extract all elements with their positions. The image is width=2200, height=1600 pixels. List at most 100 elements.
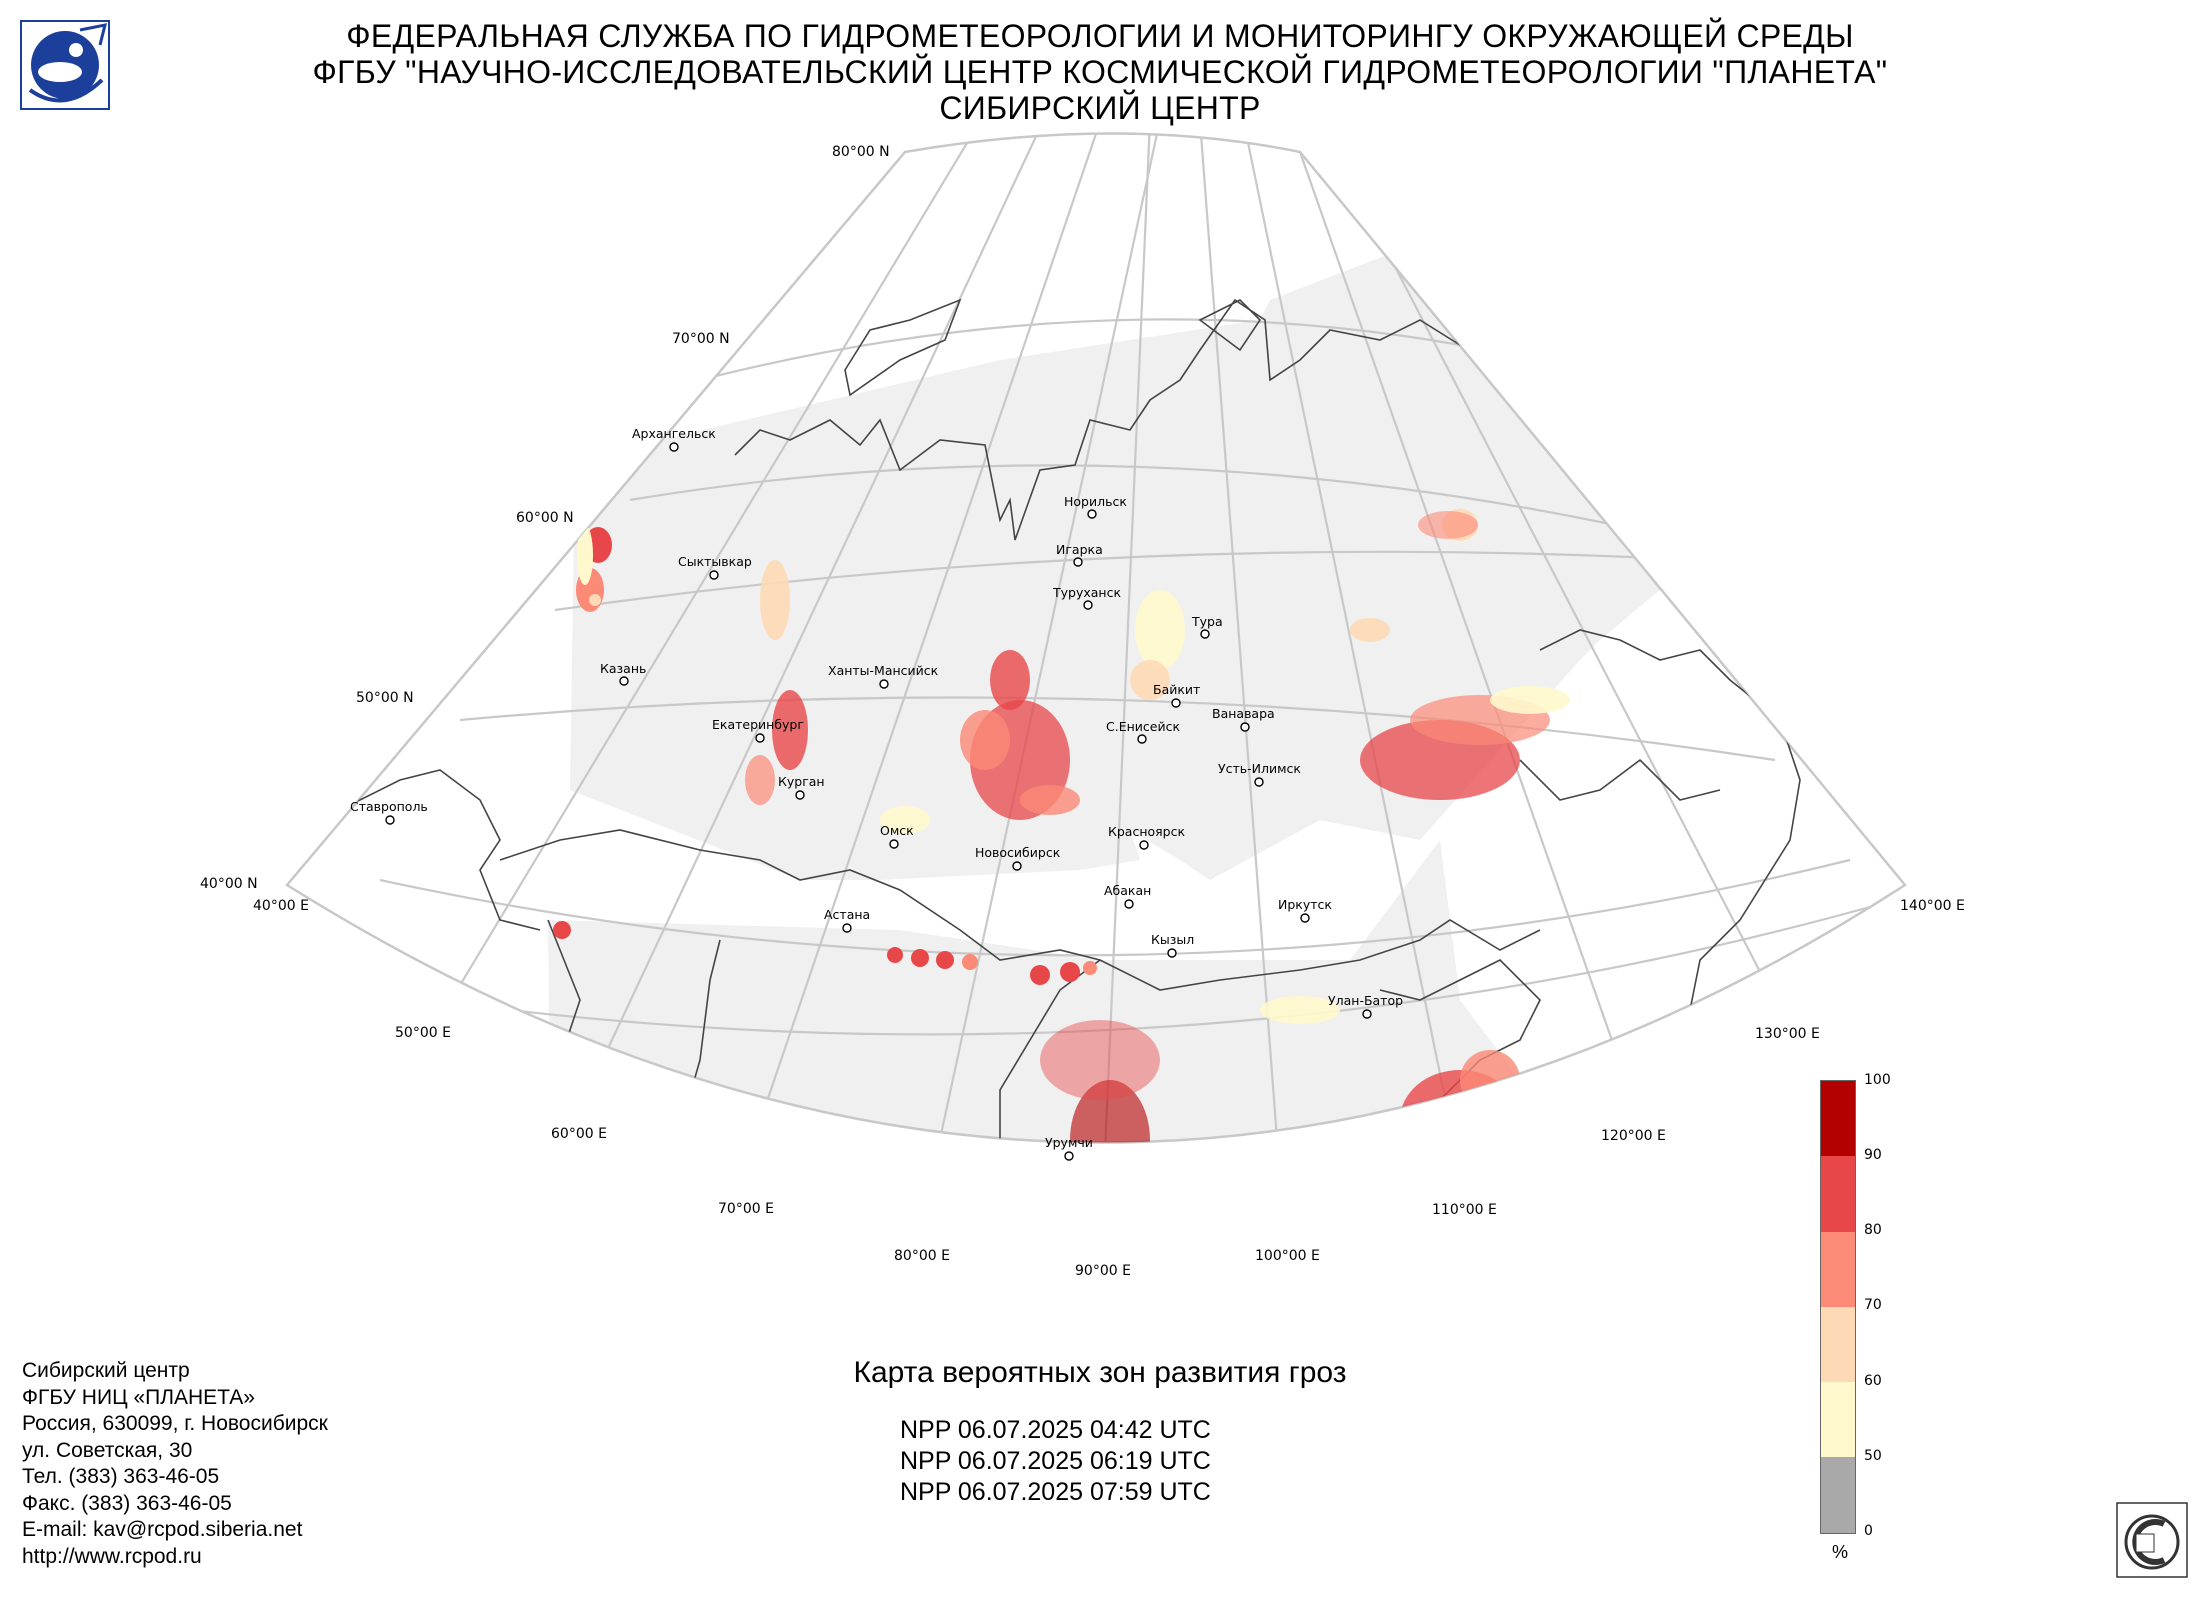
city-label: Абакан <box>1104 883 1151 898</box>
city-label: Туруханск <box>1052 585 1121 600</box>
contact-line: Сибирский центр <box>22 1359 190 1382</box>
city-kurgan: Курган <box>778 774 825 800</box>
lat-label: 50°00 N <box>356 690 414 706</box>
contact-website: http://www.rcpod.ru <box>22 1544 202 1568</box>
legend-swatch-0-50 <box>1821 1457 1855 1533</box>
legend-swatch-50-60 <box>1821 1382 1855 1458</box>
pass-line: NPP 06.07.2025 07:59 UTC <box>900 1478 1211 1506</box>
city-label: Астана <box>824 907 870 922</box>
city-label: Тура <box>1191 614 1223 629</box>
city-label: Курган <box>778 774 825 789</box>
city-urumqi: Урумчи <box>1045 1135 1093 1161</box>
city-label: С.Енисейск <box>1106 719 1180 734</box>
lon-label: 90°00 E <box>1075 1263 1131 1279</box>
city-label: Норильск <box>1064 494 1127 509</box>
map-frame <box>285 132 1907 1144</box>
city-ust-ilimsk: Усть-Илимск <box>1218 761 1301 787</box>
city-label: Красноярск <box>1108 824 1185 839</box>
city-label: Ставрополь <box>350 799 428 814</box>
map-caption: Карта вероятных зон развития гроз <box>0 1356 2200 1390</box>
lat-label: 60°00 N <box>516 510 574 526</box>
city-label: Новосибирск <box>975 845 1061 860</box>
legend-swatch-70-80 <box>1821 1231 1855 1307</box>
city-vanavara: Ванавара <box>1212 706 1275 732</box>
legend-tick: 70 <box>1864 1297 1882 1313</box>
legend-tick: 100 <box>1864 1072 1891 1088</box>
city-label: Иркутск <box>1278 897 1332 912</box>
city-igarka: Игарка <box>1056 542 1103 567</box>
contact-line: ФГБУ НИЦ «ПЛАНЕТА» <box>22 1385 255 1409</box>
lat-label: 40°00 N <box>200 876 258 892</box>
city-label: Улан-Батор <box>1328 993 1403 1008</box>
city-astana: Астана <box>824 907 870 933</box>
city-label: Усть-Илимск <box>1218 761 1301 776</box>
city-krasnoyarsk: Красноярск <box>1108 824 1185 850</box>
graticule-labels: 80°00 N 70°00 N 60°00 N 50°00 N 40°00 N … <box>200 144 1965 1279</box>
city-label: Урумчи <box>1045 1135 1093 1150</box>
city-baykit: Байкит <box>1153 682 1200 708</box>
legend-swatch-90-100 <box>1821 1081 1855 1157</box>
lon-label: 50°00 E <box>395 1025 451 1041</box>
city-omsk: Омск <box>880 823 914 849</box>
legend-tick: 50 <box>1864 1448 1882 1464</box>
city-arkhangelsk: Архангельск <box>632 426 716 452</box>
legend-swatch-60-70 <box>1821 1306 1855 1383</box>
lat-label: 70°00 N <box>672 331 730 347</box>
contact-email: E-mail: kav@rcpod.siberia.net <box>22 1518 303 1541</box>
lon-label: 100°00 E <box>1255 1248 1320 1264</box>
lat-label: 80°00 N <box>832 144 890 160</box>
city-irkutsk: Иркутск <box>1278 897 1332 923</box>
lon-label: 130°00 E <box>1755 1026 1820 1042</box>
iso-certification-icon <box>2116 1502 2188 1578</box>
city-label: Казань <box>600 661 646 676</box>
lon-label: 70°00 E <box>718 1201 774 1217</box>
city-syktyvkar: Сыктывкар <box>678 554 752 580</box>
legend-colorbar <box>1820 1080 1856 1534</box>
city-stavropol: Ставрополь <box>350 799 428 825</box>
header-line-1: ФЕДЕРАЛЬНАЯ СЛУЖБА ПО ГИДРОМЕТЕОРОЛОГИИ … <box>346 18 1854 54</box>
contact-line: ул. Советская, 30 <box>22 1438 193 1462</box>
city-s-eniseysk: С.Енисейск <box>1106 719 1180 744</box>
pass-line: NPP 06.07.2025 06:19 UTC <box>900 1447 1211 1475</box>
city-label: Омск <box>880 823 914 838</box>
city-kyzyl: Кызыл <box>1151 932 1194 958</box>
swath-south <box>548 840 1550 1143</box>
contact-block: Сибирский центр ФГБУ НИЦ «ПЛАНЕТА» Росси… <box>22 1358 328 1570</box>
lon-label: 60°00 E <box>551 1126 607 1142</box>
city-abakan: Абакан <box>1104 883 1151 909</box>
city-label: Байкит <box>1153 682 1200 697</box>
lon-label: 110°00 E <box>1432 1202 1497 1218</box>
map-title: Карта вероятных зон развития гроз <box>853 1356 1347 1389</box>
city-kazan: Казань <box>600 661 646 686</box>
legend-tick: 80 <box>1864 1222 1882 1238</box>
city-tura: Тура <box>1191 614 1223 639</box>
lon-label: 40°00 E <box>253 898 309 914</box>
swath-coverage <box>548 250 1660 1143</box>
swath-north <box>570 250 1660 880</box>
page-header: ФЕДЕРАЛЬНАЯ СЛУЖБА ПО ГИДРОМЕТЕОРОЛОГИИ … <box>0 18 2200 126</box>
city-norilsk: Норильск <box>1064 494 1127 519</box>
legend-swatch-80-90 <box>1821 1156 1855 1232</box>
legend-tick: 0 <box>1864 1523 1873 1539</box>
lon-label: 120°00 E <box>1601 1128 1666 1144</box>
city-label: Кызыл <box>1151 932 1194 947</box>
city-label: Екатеринбург <box>712 717 804 732</box>
city-label: Ванавара <box>1212 706 1275 721</box>
legend-unit: % <box>1832 1542 1849 1562</box>
lon-label: 140°00 E <box>1900 898 1965 914</box>
satellite-passes: NPP 06.07.2025 04:42 UTC NPP 06.07.2025 … <box>900 1415 1211 1508</box>
city-yekaterinburg: Екатеринбург <box>712 717 804 743</box>
city-markers: Архангельск Норильск Игарка Туруханск Ту… <box>350 426 1403 1161</box>
city-label: Игарка <box>1056 542 1103 557</box>
contact-line: Россия, 630099, г. Новосибирск <box>22 1412 328 1435</box>
header-line-3: СИБИРСКИЙ ЦЕНТР <box>939 90 1261 126</box>
header-line-2: ФГБУ "НАУЧНО-ИССЛЕДОВАТЕЛЬСКИЙ ЦЕНТР КОС… <box>312 54 1888 90</box>
legend-tick: 90 <box>1864 1147 1882 1163</box>
city-label: Сыктывкар <box>678 554 752 569</box>
city-ulaanbaatar: Улан-Батор <box>1328 993 1403 1019</box>
city-khanty-mansiysk: Ханты-Мансийск <box>828 663 939 689</box>
pass-line: NPP 06.07.2025 04:42 UTC <box>900 1416 1211 1444</box>
contact-line: Тел. (383) 363-46-05 <box>22 1465 220 1488</box>
city-label: Ханты-Мансийск <box>828 663 939 678</box>
